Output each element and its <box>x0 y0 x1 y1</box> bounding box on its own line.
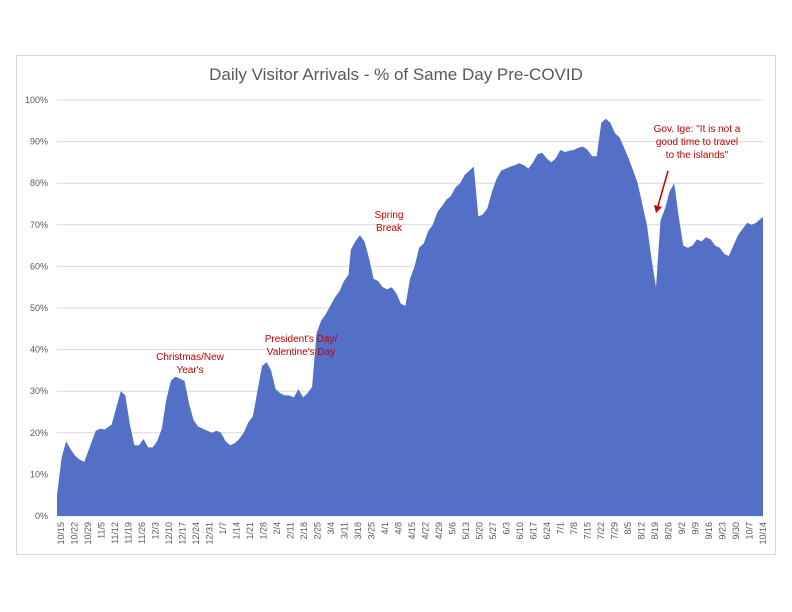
annotation-line: good time to travel <box>656 137 738 148</box>
x-tick-label: 12/17 <box>178 522 188 545</box>
annotation-text: Spring Break <box>375 210 404 234</box>
x-tick-label: 5/27 <box>488 522 498 540</box>
annotation-line: President's Day/ <box>265 334 338 345</box>
y-tick-label: 70% <box>30 220 48 230</box>
x-tick-label: 12/24 <box>191 522 201 545</box>
x-tick-label: 5/20 <box>475 522 485 540</box>
x-tick-label: 4/15 <box>407 522 417 540</box>
x-tick-label: 6/10 <box>515 522 525 540</box>
x-tick-label: 7/8 <box>569 522 579 535</box>
x-tick-label: 10/22 <box>70 522 80 545</box>
annotation-line: Christmas/New <box>156 352 225 363</box>
y-tick-label: 80% <box>30 178 48 188</box>
annotation-text: Gov. Ige: "It is not a good time to trave… <box>654 124 741 161</box>
x-tick-label: 4/8 <box>394 522 404 535</box>
y-tick-label: 30% <box>30 386 48 396</box>
x-tick-label: 6/3 <box>502 522 512 535</box>
area-series <box>57 118 763 516</box>
x-tick-label: 4/29 <box>434 522 444 540</box>
x-tick-label: 10/14 <box>758 522 768 545</box>
x-tick-label: 2/18 <box>299 522 309 540</box>
annotation-line: Valentine's Day <box>267 347 335 358</box>
annotation-arrow-line <box>657 170 669 207</box>
x-tick-label: 6/17 <box>529 522 539 540</box>
x-tick-label: 11/5 <box>97 522 107 539</box>
x-tick-label: 12/31 <box>205 522 215 545</box>
annotation-line: Year's <box>176 365 203 376</box>
series-area <box>57 118 763 516</box>
annotation-arrow-head <box>654 205 662 213</box>
x-tick-label: 2/25 <box>313 522 323 540</box>
x-tick-label: 1/7 <box>218 522 228 535</box>
x-tick-label: 12/10 <box>164 522 174 545</box>
x-tick-label: 9/23 <box>718 522 728 540</box>
annotation-text: Christmas/New Year's <box>156 352 225 376</box>
x-tick-label: 2/11 <box>286 522 296 539</box>
x-tick-label: 11/12 <box>110 522 120 544</box>
y-tick-label: 100% <box>25 95 48 105</box>
x-tick-label: 12/3 <box>151 522 161 540</box>
x-tick-label: 7/22 <box>596 522 606 540</box>
y-tick-label: 10% <box>30 469 48 479</box>
x-tick-label: 9/9 <box>691 522 701 535</box>
x-tick-label: 9/16 <box>704 522 714 540</box>
x-tick-label: 1/14 <box>232 522 242 540</box>
x-tick-label: 3/11 <box>340 522 350 539</box>
y-axis-labels: 0% 10% 20% 30% 40% 50% 60% 70% 80% 90% 100% <box>25 95 48 521</box>
x-tick-label: 1/21 <box>245 522 255 540</box>
x-tick-label: 9/30 <box>731 522 741 540</box>
y-tick-label: 0% <box>35 511 48 521</box>
x-tick-label: 10/29 <box>83 522 93 545</box>
x-tick-label: 3/25 <box>367 522 377 540</box>
x-tick-label: 4/22 <box>421 522 431 540</box>
x-tick-label: 5/13 <box>461 522 471 540</box>
x-tick-label: 5/6 <box>448 522 458 535</box>
x-tick-label: 9/2 <box>677 522 687 535</box>
x-tick-label: 3/4 <box>326 522 336 535</box>
x-tick-label: 6/24 <box>542 522 552 540</box>
annotation-line: Spring <box>375 210 404 221</box>
x-axis-labels: 10/15 10/22 10/29 11/5 11/12 11/19 11/26 12/3 12… <box>56 522 768 545</box>
x-tick-label: 8/26 <box>664 522 674 540</box>
x-tick-label: 10/7 <box>745 522 755 540</box>
annotation-text: President's Day/Valentine's Day <box>265 334 338 358</box>
x-tick-label: 3/18 <box>353 522 363 540</box>
x-tick-label: 2/4 <box>272 522 282 535</box>
x-tick-label: 8/5 <box>623 522 633 535</box>
x-tick-label: 7/15 <box>583 522 593 540</box>
y-tick-label: 40% <box>30 345 48 355</box>
x-tick-label: 11/26 <box>137 522 147 544</box>
x-tick-label: 8/12 <box>637 522 647 540</box>
y-tick-label: 90% <box>30 137 48 147</box>
x-tick-label: 10/15 <box>56 522 66 545</box>
y-tick-label: 50% <box>30 303 48 313</box>
x-tick-label: 11/19 <box>124 522 134 544</box>
annotation-line: Gov. Ige: "It is not a <box>654 124 741 135</box>
y-tick-label: 60% <box>30 261 48 271</box>
y-tick-label: 20% <box>30 428 48 438</box>
x-tick-label: 4/1 <box>380 522 390 535</box>
x-tick-label: 7/29 <box>610 522 620 540</box>
x-tick-label: 8/19 <box>650 522 660 540</box>
x-tick-label: 7/1 <box>556 522 566 535</box>
annotations: Christmas/New Year's President's Day/Valen… <box>156 124 741 376</box>
annotation-line: to the islands" <box>666 150 729 161</box>
chart-title: Daily Visitor Arrivals - % of Same Day P… <box>209 65 583 84</box>
x-tick-label: 1/28 <box>259 522 269 540</box>
annotation-line: Break <box>376 223 403 234</box>
